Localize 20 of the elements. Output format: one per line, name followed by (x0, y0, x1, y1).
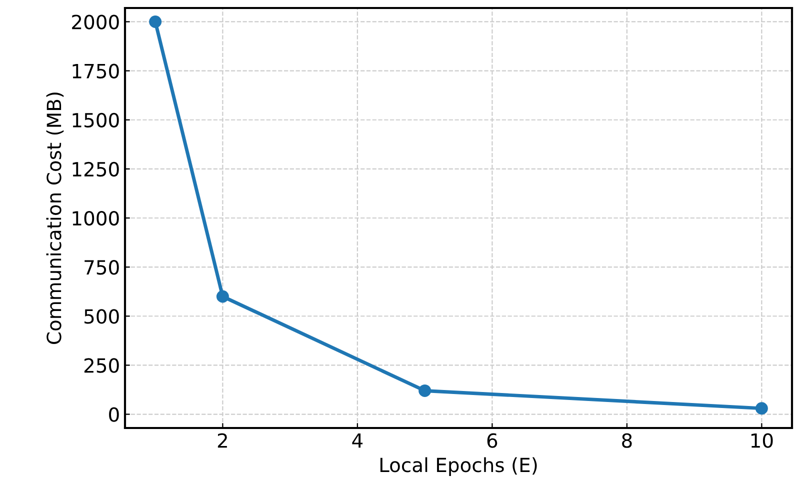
y-tick-label: 250 (84, 358, 119, 373)
x-tick-label: 8 (622, 433, 632, 448)
point (149, 15, 162, 28)
y-tick-label: 500 (84, 309, 119, 324)
point (755, 402, 768, 415)
y-tick-label: 0 (109, 407, 119, 422)
y-tick-label: 750 (84, 260, 119, 275)
point (418, 384, 432, 397)
y-tick-label: 1250 (72, 162, 119, 177)
x-axis-title: Local Epochs (E) (380, 457, 537, 476)
x-tick-label: 10 (751, 433, 773, 448)
x-tick-label: 6 (487, 433, 498, 448)
y-tick-label: 1000 (72, 210, 119, 226)
x-tick-label: 4 (352, 433, 363, 448)
y-tick-label: 2000 (72, 14, 119, 30)
point (216, 290, 229, 303)
x-tick-label: 2 (218, 433, 227, 448)
y-axis-title: Communication Cost (MB) (46, 92, 64, 344)
y-tick-label: 1500 (72, 112, 119, 128)
y-tick-label: 1750 (72, 64, 119, 78)
